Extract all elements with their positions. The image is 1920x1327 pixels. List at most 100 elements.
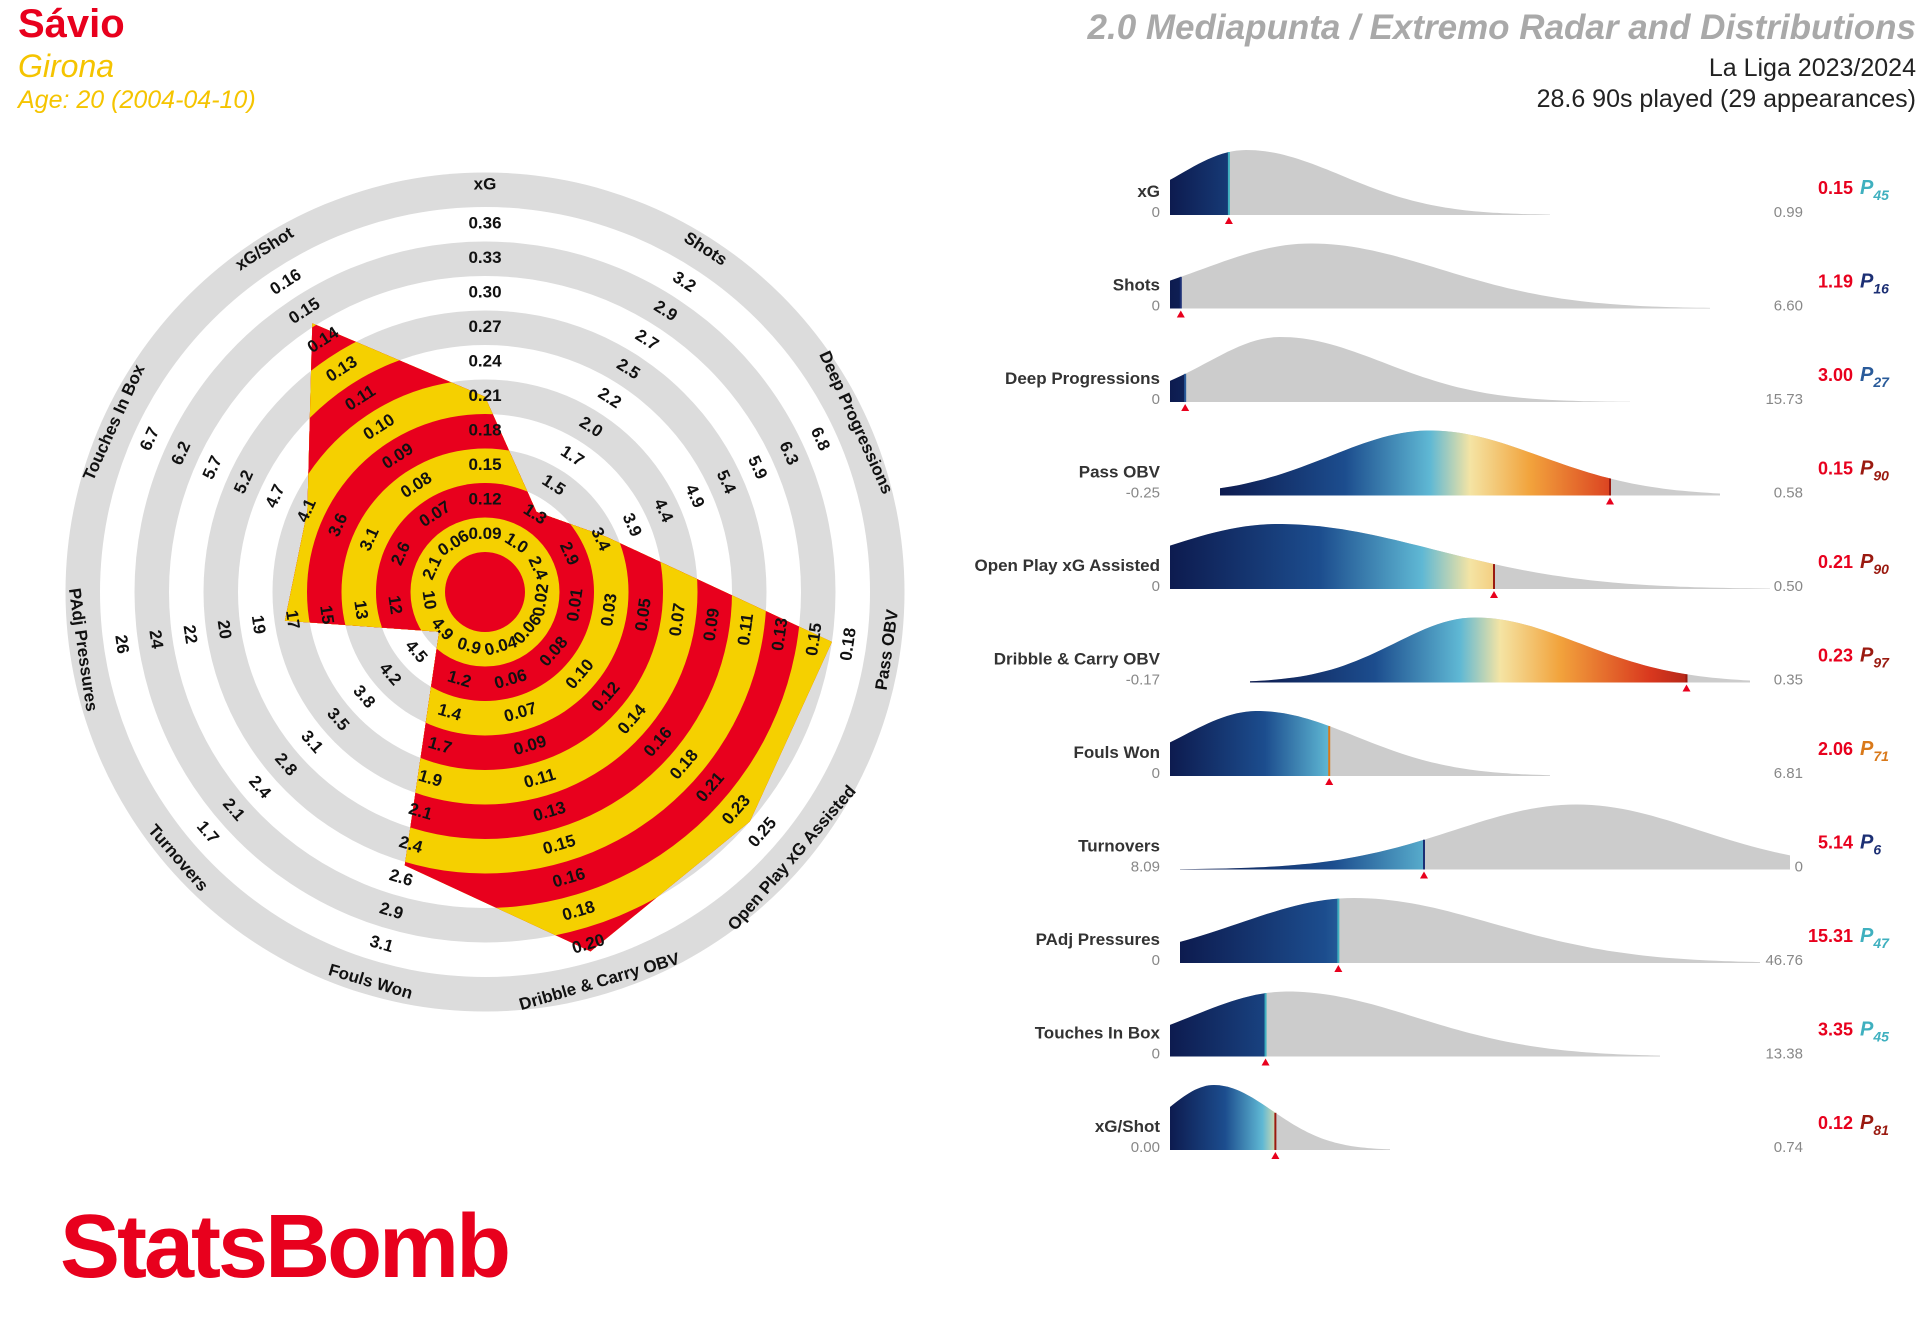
radar-tick-label: 0.18	[468, 421, 501, 440]
radar-tick-label: 0.18	[836, 626, 860, 661]
percentile-label: P90	[1860, 458, 1889, 484]
radar-tick-label: 0.02	[529, 582, 553, 617]
distribution-metric-label: PAdj Pressures	[1036, 930, 1160, 949]
distribution-curve	[1170, 991, 1660, 1057]
radar-tick-label: 0.01	[563, 587, 587, 622]
player-value-label: 2.06	[1818, 739, 1853, 759]
distribution-player-fill	[1250, 617, 1687, 683]
player-value-marker	[1682, 684, 1691, 692]
distribution-max-label: 0.74	[1774, 1139, 1803, 1156]
percentile-value: 81	[1873, 1122, 1889, 1138]
distribution-min-label: -0.25	[1126, 485, 1160, 502]
radar-tick-label: 0.07	[665, 602, 689, 637]
percentile-label: P16	[1860, 271, 1889, 297]
player-value-label: 5.14	[1818, 833, 1853, 853]
distribution-metric-label: Open Play xG Assisted	[975, 556, 1161, 575]
distribution-max-label: 0	[1795, 859, 1803, 876]
distribution-player-fill	[1170, 1085, 1276, 1150]
player-age: Age: 20 (2004-04-10)	[18, 86, 256, 114]
radar-tick-label: 0.09	[700, 607, 724, 642]
player-name: Sávio	[18, 2, 125, 46]
player-value-label: 3.35	[1818, 1020, 1853, 1040]
player-value-marker	[1490, 591, 1498, 598]
distribution-player-fill	[1180, 839, 1424, 870]
percentile-value: 16	[1873, 281, 1889, 297]
distribution-curve	[1170, 337, 1630, 402]
player-value-marker	[1334, 965, 1343, 972]
distribution-min-label: 0	[1152, 204, 1160, 221]
player-value-marker	[1181, 404, 1190, 411]
team-name: Girona	[18, 48, 115, 84]
radar-tick-label: 17	[282, 609, 303, 630]
percentile-label: P27	[1860, 364, 1890, 390]
percentile-label: P81	[1860, 1112, 1889, 1138]
radar-tick-label: 0.05	[631, 597, 655, 632]
percentile-value: 6	[1873, 842, 1881, 858]
player-value-marker	[1176, 310, 1185, 318]
radar-tick-label: 0.09	[468, 524, 501, 543]
radar-center-dot	[446, 553, 524, 631]
player-value-marker	[1261, 1058, 1270, 1066]
distribution-player-fill	[1170, 276, 1181, 309]
minutes-played: 28.6 90s played (29 appearances)	[1536, 85, 1916, 113]
radar-tick-label: 20	[214, 619, 235, 640]
percentile-label: P71	[1860, 738, 1889, 764]
distribution-player-fill	[1180, 898, 1339, 963]
radar-tick-label: 0.15	[468, 455, 501, 474]
percentile-label: P6	[1860, 832, 1881, 858]
distribution-player-fill	[1170, 373, 1186, 402]
distribution-max-label: 13.38	[1765, 1046, 1803, 1063]
distribution-metric-label: Pass OBV	[1079, 463, 1161, 482]
league-season: La Liga 2023/2024	[1708, 54, 1916, 82]
player-value-label: 0.21	[1818, 552, 1853, 572]
distribution-metric-label: Touches In Box	[1035, 1024, 1161, 1043]
radar-tick-label: 24	[145, 629, 167, 651]
radar-tick-label: 0.03	[597, 592, 621, 627]
percentile-value: 27	[1872, 374, 1890, 390]
radar-tick-label: 0.15	[802, 622, 826, 657]
distribution-min-label: -0.17	[1126, 672, 1160, 689]
distribution-player-fill	[1170, 993, 1266, 1057]
distribution-max-label: 46.76	[1765, 952, 1803, 969]
distribution-chart: xG 0 0.99 0.15 P45 Shots 0 6.60 1.19 P16 Deep Prog…	[975, 150, 1890, 1159]
player-value-label: 1.19	[1818, 272, 1853, 292]
player-value-marker	[1325, 778, 1334, 785]
distribution-metric-label: Deep Progressions	[1005, 369, 1160, 388]
radar-tick-label: 10	[419, 589, 440, 610]
distribution-metric-label: Fouls Won	[1073, 743, 1160, 762]
player-value-label: 15.31	[1808, 926, 1853, 946]
distribution-min-label: 0.00	[1131, 1139, 1160, 1156]
player-value-marker	[1271, 1152, 1280, 1159]
distribution-max-label: 0.50	[1774, 578, 1803, 595]
distribution-metric-label: Shots	[1113, 276, 1160, 295]
distribution-curve	[1170, 150, 1550, 215]
radar-tick-label: 0.21	[468, 386, 501, 405]
distribution-max-label: 15.73	[1765, 391, 1803, 408]
distribution-min-label: 8.09	[1131, 859, 1160, 876]
player-value-marker	[1420, 871, 1428, 879]
percentile-value: 97	[1873, 655, 1890, 671]
player-value-label: 0.12	[1818, 1113, 1853, 1133]
percentile-value: 47	[1872, 935, 1890, 951]
distribution-metric-label: xG/Shot	[1095, 1117, 1161, 1136]
distribution-max-label: 0.99	[1774, 204, 1803, 221]
distribution-max-label: 0.35	[1774, 672, 1803, 689]
distribution-min-label: 0	[1152, 298, 1160, 315]
distribution-metric-label: Dribble & Carry OBV	[994, 650, 1161, 669]
radar-tick-label: 0.27	[468, 317, 501, 336]
distribution-player-fill	[1220, 430, 1610, 496]
percentile-value: 45	[1872, 187, 1889, 203]
radar-tick-label: 0.11	[734, 612, 757, 647]
radar-tick-label: 0.36	[468, 214, 501, 233]
percentile-label: P45	[1860, 177, 1889, 203]
radar-tick-label: 13	[350, 599, 371, 620]
distribution-curve	[1180, 804, 1790, 870]
radar-tick-label: 0.33	[468, 248, 501, 267]
radar-tick-label: 12	[384, 594, 405, 615]
percentile-label: P90	[1860, 551, 1889, 577]
percentile-value: 45	[1872, 1029, 1889, 1045]
radar-tick-label: 22	[180, 624, 201, 645]
player-value-marker	[1606, 497, 1614, 505]
distribution-max-label: 6.60	[1774, 298, 1803, 315]
distribution-max-label: 6.81	[1774, 765, 1803, 782]
